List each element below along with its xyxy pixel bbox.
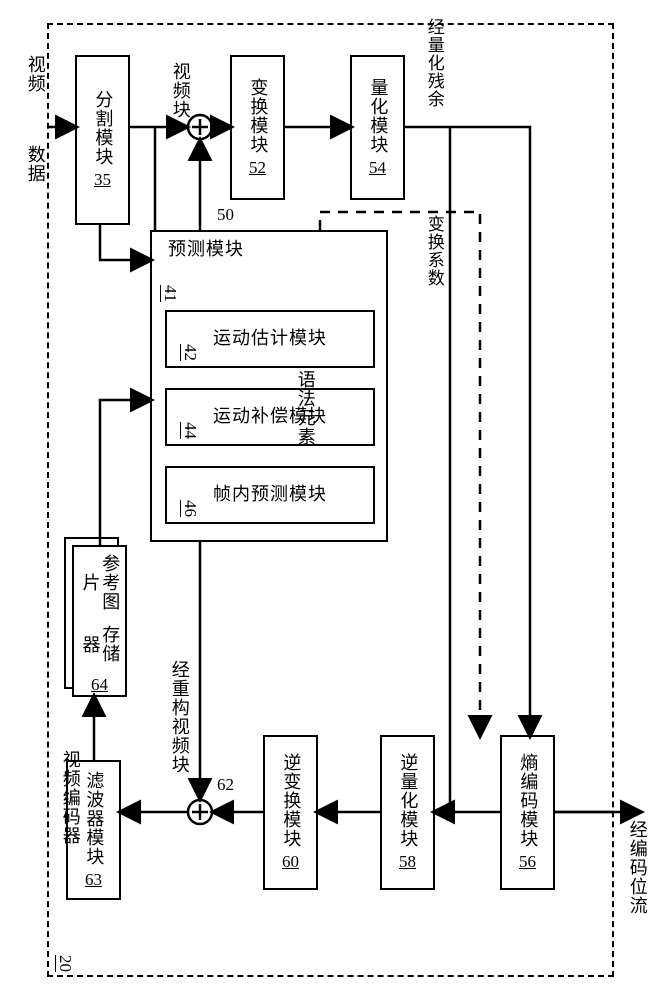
me-label: 运动估计模块	[213, 329, 327, 349]
predict-label: 预测模块	[168, 240, 244, 260]
me-num: 42	[180, 344, 200, 361]
itrans-num: 60	[282, 852, 299, 872]
refpic-label1: 参考图片	[80, 547, 120, 618]
partition-label: 分割模块	[93, 90, 113, 166]
input-label-bot: 数据	[25, 145, 45, 183]
iquant-module: 逆量化模块 58	[380, 735, 435, 890]
itrans-label: 逆变换模块	[281, 753, 301, 848]
entropy-module: 熵编码模块 56	[500, 735, 555, 890]
quantres-label2: 变换系数	[424, 215, 443, 287]
refpic-num: 64	[91, 675, 108, 695]
quant-module: 量化模块 54	[350, 55, 405, 200]
vidblock-label: 视频块	[170, 62, 190, 119]
refpic-label2: 存储器	[80, 618, 120, 671]
sum62-label: 62	[217, 775, 234, 795]
refpic-module: 参考图片 存储器 64	[72, 545, 127, 697]
quant-label: 量化模块	[368, 78, 388, 154]
filter-num: 63	[85, 870, 102, 890]
output-label: 经编码位流	[627, 820, 647, 915]
transform-module: 变换模块 52	[230, 55, 285, 200]
mc-num: 44	[180, 422, 200, 439]
predict-num: 41	[160, 285, 180, 302]
entropy-num: 56	[519, 852, 536, 872]
quantres-label1: 经量化残余	[424, 18, 443, 108]
filter-label2: 模块	[84, 828, 104, 866]
recon-label: 经重构视频块	[169, 660, 189, 774]
syntax-label: 语法元素	[295, 370, 315, 446]
intra-label: 帧内预测模块	[213, 485, 327, 505]
intra-num: 46	[180, 500, 200, 517]
sum50-label: 50	[217, 205, 234, 225]
partition-num: 35	[94, 170, 111, 190]
transform-label: 变换模块	[248, 78, 268, 154]
filter-label1: 滤波器	[84, 771, 104, 828]
iquant-num: 58	[399, 852, 416, 872]
quant-num: 54	[369, 158, 386, 178]
encoder-num: 20	[55, 955, 75, 972]
input-label-top: 视频	[25, 55, 45, 93]
itrans-module: 逆变换模块 60	[263, 735, 318, 890]
encoder-tag: 视频编码器	[60, 750, 80, 845]
transform-num: 52	[249, 158, 266, 178]
entropy-label: 熵编码模块	[518, 753, 538, 848]
iquant-label: 逆量化模块	[398, 753, 418, 848]
partition-module: 分割模块 35	[75, 55, 130, 225]
